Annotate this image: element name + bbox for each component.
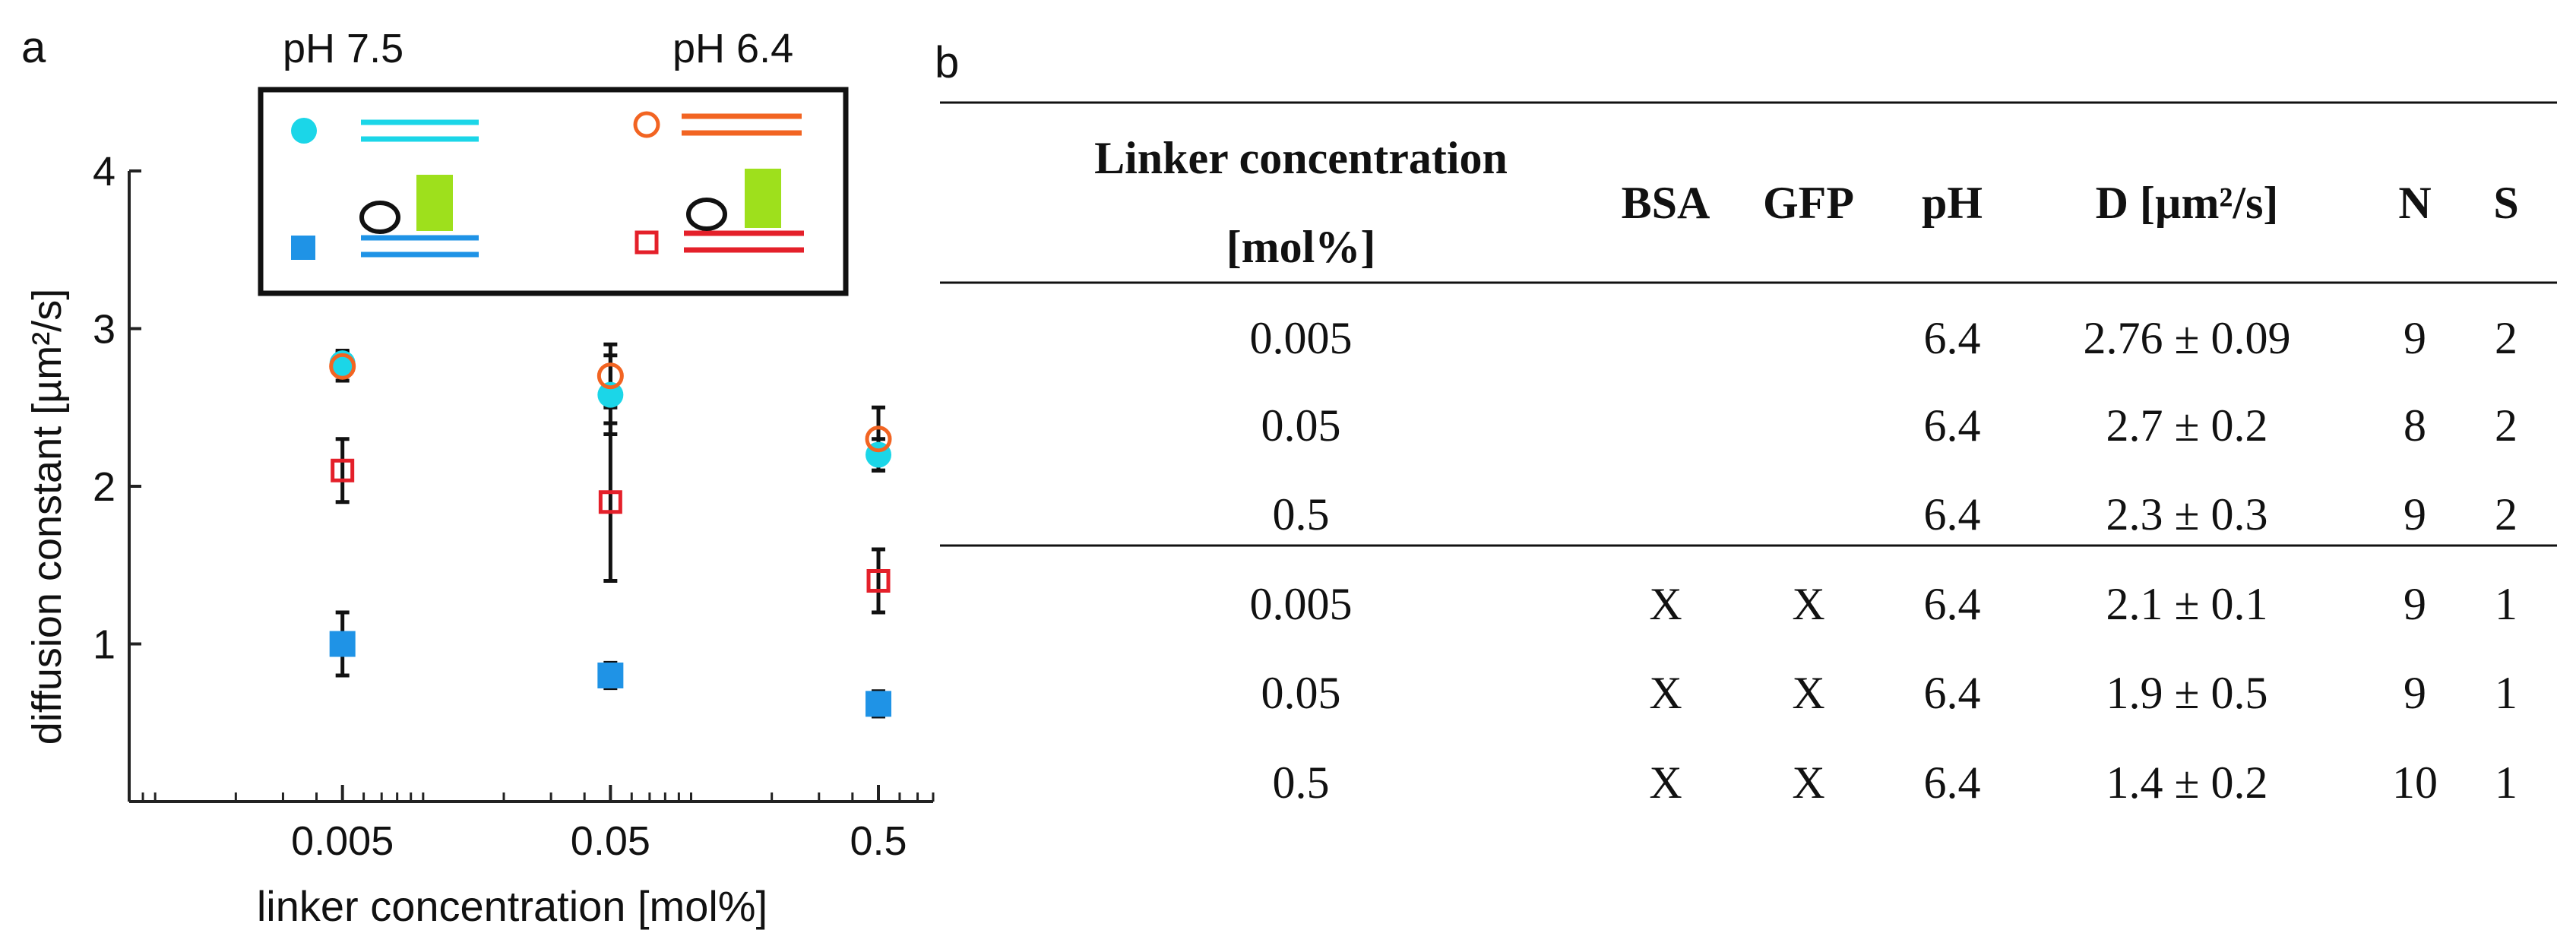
table-cell-ph: 6.4 [1924, 313, 1981, 363]
table-cell-ph: 6.4 [1924, 758, 1981, 808]
table-cell-d: 2.76 ± 0.09 [2084, 313, 2291, 363]
y-tick-label: 2 [93, 464, 116, 510]
table-header-ph: pH [1922, 178, 1983, 228]
table-cell-s: 1 [2495, 579, 2517, 629]
legend-header-ph75: pH 7.5 [283, 26, 403, 71]
table-cell-bsa: X [1649, 758, 1682, 808]
table-header-gfp: GFP [1763, 178, 1854, 228]
data-point-orange-circle [865, 425, 892, 453]
table-cell-gfp: X [1792, 758, 1824, 808]
table-cell-n: 9 [2404, 668, 2426, 718]
legend-marker-red-square [635, 230, 659, 255]
table-cell-s: 2 [2495, 400, 2517, 451]
table-cell-linker: 0.05 [1261, 400, 1341, 451]
table-cell-linker: 0.005 [1250, 313, 1353, 363]
table-cell-bsa: X [1649, 579, 1682, 629]
legend-gfp-glyph-right [745, 169, 781, 228]
table-header-d: D [µm²/s] [2096, 178, 2279, 228]
table-cell-ph: 6.4 [1924, 668, 1981, 718]
table-cell-n: 10 [2392, 758, 2438, 808]
table-cell-bsa: X [1649, 668, 1682, 718]
table-cell-n: 9 [2404, 313, 2426, 363]
table-cell-linker: 0.5 [1273, 758, 1330, 808]
y-tick-label: 1 [93, 622, 116, 668]
x-axis-title: linker concentration [mol%] [257, 882, 767, 930]
data-point-blue-square [866, 691, 892, 717]
legend-marker-orange-circle [633, 111, 660, 138]
data-point-orange-circle [597, 362, 624, 390]
data-point-red-square [331, 458, 355, 482]
data-point-blue-square [597, 663, 624, 688]
legend-marker-cyan-circle [291, 118, 317, 144]
table-cell-linker: 0.5 [1273, 489, 1330, 539]
table-header-s: S [2493, 178, 2518, 228]
y-axis-title: diffusion constant [µm²/s] [24, 289, 70, 745]
legend-box [258, 87, 849, 296]
x-tick-label: 0.5 [850, 818, 907, 864]
table-cell-s: 2 [2495, 313, 2517, 363]
table-header-linker-line2: [mol%] [1226, 222, 1376, 272]
legend-header-ph64: pH 6.4 [672, 26, 793, 71]
table-cell-s: 2 [2495, 489, 2517, 539]
table-cell-n: 9 [2404, 579, 2426, 629]
data-point-red-square [598, 490, 622, 514]
table-cell-ph: 6.4 [1924, 489, 1981, 539]
table-cell-d: 2.3 ± 0.3 [2106, 489, 2268, 539]
data-point-cyan-circle [597, 381, 624, 408]
table-header-n: N [2398, 178, 2431, 228]
table-cell-s: 1 [2495, 758, 2517, 808]
panel-b-label: b [935, 38, 959, 87]
data-point-blue-square [329, 631, 356, 657]
table-cell-gfp: X [1792, 668, 1824, 718]
data-point-red-square [866, 569, 891, 593]
table-cell-d: 2.7 ± 0.2 [2106, 400, 2268, 451]
table-cell-gfp: X [1792, 579, 1824, 629]
legend-marker-blue-square [291, 236, 315, 260]
table-cell-s: 1 [2495, 668, 2517, 718]
table-cell-n: 9 [2404, 489, 2426, 539]
panel-a-label: a [21, 23, 46, 72]
table-cell-n: 8 [2404, 400, 2426, 451]
x-tick-label: 0.05 [571, 818, 650, 864]
table-cell-linker: 0.005 [1250, 579, 1353, 629]
table-header-bsa: BSA [1622, 178, 1710, 228]
legend-bsa-glyph-right [686, 198, 727, 231]
chart-axes: 1 2 3 4 0.005 0.05 0.5 linker concentration [mo… [24, 149, 935, 930]
data-markers [329, 350, 892, 717]
x-tick-label: 0.005 [291, 818, 394, 864]
table-cell-d: 2.1 ± 0.1 [2106, 579, 2268, 629]
table-cell-d: 1.9 ± 0.5 [2106, 668, 2268, 718]
legend-bsa-glyph-left [359, 201, 400, 234]
table-cell-ph: 6.4 [1924, 579, 1981, 629]
table-cell-ph: 6.4 [1924, 400, 1981, 451]
table-cell-linker: 0.05 [1261, 668, 1341, 718]
table-cell-d: 1.4 ± 0.2 [2106, 758, 2268, 808]
table-header-linker-line1: Linker concentration [1094, 133, 1508, 183]
y-tick-label: 3 [93, 307, 116, 353]
data-table: Linker concentration [mol%] BSA GFP pH D… [940, 101, 2557, 808]
data-point-orange-circle [329, 353, 356, 380]
y-tick-label: 4 [93, 149, 116, 195]
legend-gfp-glyph-left [416, 175, 453, 231]
